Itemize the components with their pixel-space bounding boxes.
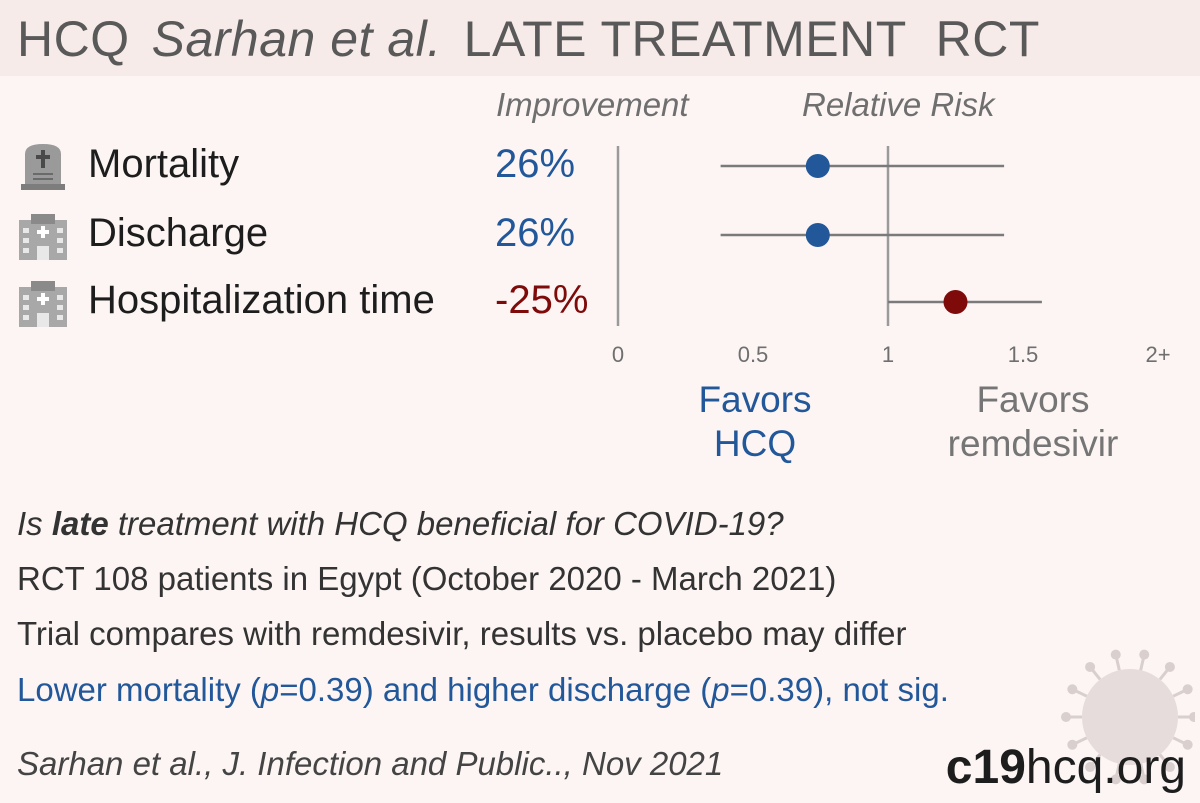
title-treatment: LATE TREATMENT (463, 11, 907, 67)
outcome-label-mortality: Mortality (88, 142, 240, 186)
favors-remdesivir-line2: remdesivir (947, 423, 1119, 464)
improvement-mortality: 26% (495, 142, 576, 186)
virus-spike-tip (1085, 762, 1096, 773)
improvement-discharge: 26% (495, 211, 576, 255)
virus-spike-tip (1067, 739, 1078, 750)
title-drug: HCQ (17, 11, 130, 67)
virus-spike-tip (1067, 684, 1078, 695)
rr-point (805, 154, 830, 178)
summary-question-bold: late (51, 505, 109, 542)
rr-point (943, 290, 968, 314)
favors-hcq: Favors HCQ (675, 378, 835, 466)
citation: Sarhan et al., J. Infection and Public..… (17, 745, 724, 782)
header-bar: HCQ Sarhan et al. LATE TREATMENT RCT (0, 0, 1200, 76)
summary-result-c: =0.39), not sig. (729, 671, 949, 708)
virus-spike-tip (1182, 684, 1193, 695)
virus-body (1082, 669, 1178, 765)
virus-spike-tip (1182, 739, 1193, 750)
summary-result-b: =0.39) and higher discharge ( (279, 671, 712, 708)
summary-question: Is late treatment with HCQ beneficial fo… (17, 505, 784, 543)
hospital-icon (19, 214, 67, 260)
title-design: RCT (935, 11, 1040, 67)
forest-plot: 0 0.5 1 1.5 2+ (612, 146, 1171, 367)
favors-hcq-line1: Favors (698, 379, 812, 420)
hospital-icon (19, 281, 67, 327)
tick-label: 1.5 (1008, 342, 1039, 367)
virus-spike-tip (1189, 712, 1195, 722)
virus-spike-tip (1139, 649, 1150, 660)
summary-result: Lower mortality (p=0.39) and higher disc… (17, 671, 949, 709)
summary-result-p1: p (260, 671, 280, 708)
tick-label: 1 (882, 342, 894, 367)
brand-logo[interactable]: c19hcq.org (946, 740, 1186, 795)
favors-hcq-line2: HCQ (713, 423, 797, 464)
summary-result-p2: p (711, 671, 730, 708)
favors-remdesivir: Favors remdesivir (933, 378, 1133, 466)
outcome-label-hospitalization: Hospitalization time (88, 278, 435, 322)
improvement-hospitalization: -25% (495, 278, 589, 322)
virus-spike-tip (1085, 661, 1096, 672)
virus-spike-tip (1061, 712, 1071, 722)
virus-icon (1061, 649, 1195, 785)
summary-comparator: Trial compares with remdesivir, results … (17, 615, 907, 652)
outcome-label-discharge: Discharge (88, 211, 269, 255)
summary-question-pre: Is (17, 505, 52, 542)
virus-spike-tip (1139, 774, 1150, 785)
summary-result-a: Lower mortality ( (17, 671, 261, 708)
tick-label: 0 (612, 342, 624, 367)
virus-spike-tip (1164, 762, 1175, 773)
brand-rest: hcq.org (1025, 741, 1186, 794)
virus-spike-tip (1110, 649, 1121, 660)
virus-spike-tip (1164, 661, 1175, 672)
favors-remdesivir-line1: Favors (976, 379, 1090, 420)
summary-question-post: treatment with HCQ beneficial for COVID-… (108, 505, 784, 542)
col-head-improvement: Improvement (496, 86, 689, 123)
tick-label: 0.5 (738, 342, 769, 367)
title-authors: Sarhan et al. (151, 11, 442, 67)
rr-point (805, 223, 830, 247)
virus-spike-tip (1110, 774, 1121, 785)
tick-label: 2+ (1145, 342, 1170, 367)
brand-bold: c19 (945, 741, 1026, 794)
tombstone-icon (21, 144, 65, 190)
page-title: HCQ Sarhan et al. LATE TREATMENT RCT (17, 10, 1040, 68)
col-head-relative-risk: Relative Risk (802, 86, 995, 123)
summary-study: RCT 108 patients in Egypt (October 2020 … (17, 560, 837, 597)
